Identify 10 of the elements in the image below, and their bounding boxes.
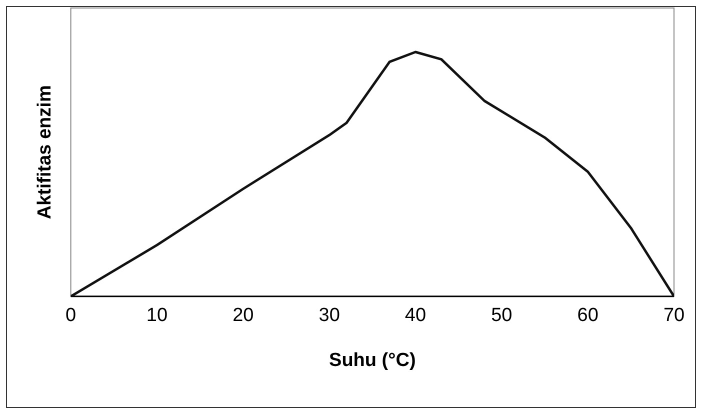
x-tick-label: 0 bbox=[66, 305, 76, 326]
x-tick-label: 60 bbox=[577, 305, 598, 326]
y-axis-title: Aktifitas enzim bbox=[34, 85, 56, 220]
x-tick-label: 50 bbox=[491, 305, 512, 326]
x-tick-label: 70 bbox=[663, 305, 685, 326]
x-axis-title: Suhu (°C) bbox=[329, 350, 416, 371]
x-tick-label: 40 bbox=[404, 305, 426, 326]
x-tick-label: 30 bbox=[318, 305, 340, 326]
x-tick-label: 10 bbox=[146, 305, 168, 326]
x-tick-label: 20 bbox=[232, 305, 254, 326]
